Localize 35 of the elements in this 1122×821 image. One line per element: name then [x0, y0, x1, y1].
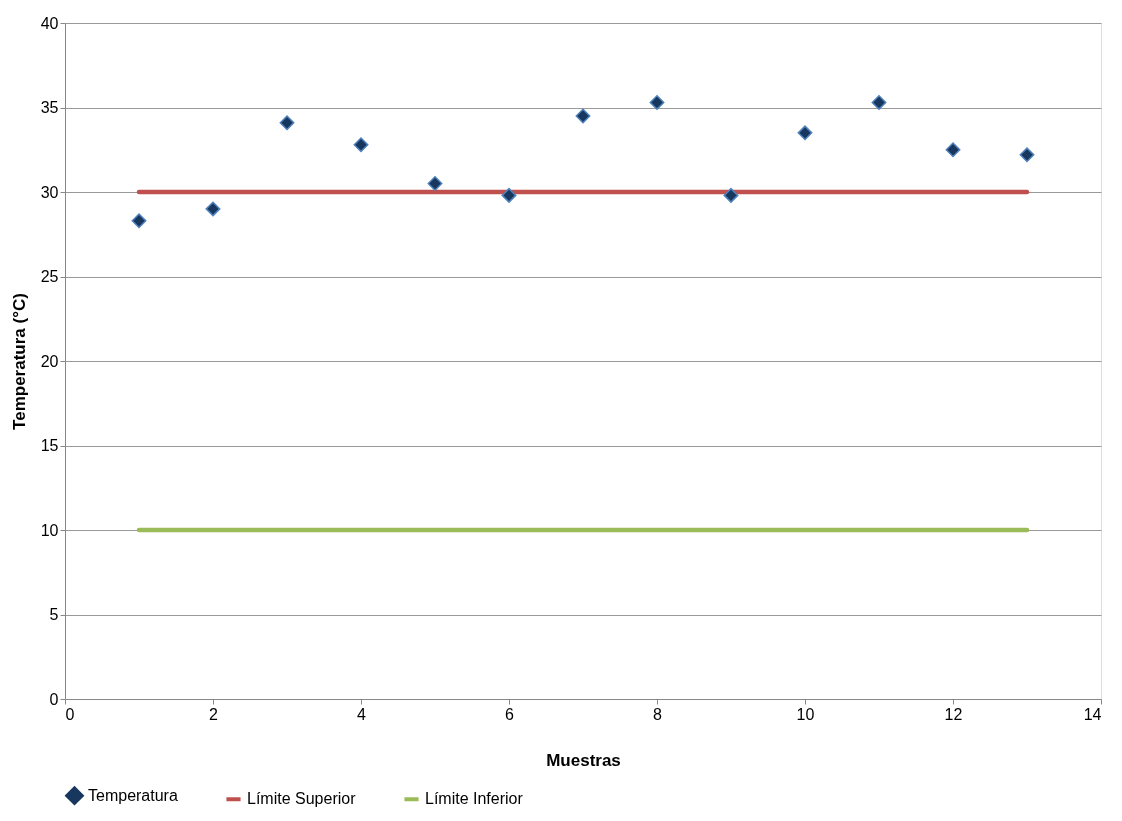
- x-tick-label: 10: [796, 705, 815, 723]
- y-tick-label: 25: [40, 268, 59, 285]
- x-tick-label: 4: [357, 705, 367, 723]
- legend-label: Temperatura: [88, 786, 178, 804]
- legend-label: Límite Inferior: [425, 790, 524, 808]
- x-axis-title: Muestras: [546, 750, 621, 770]
- point: [501, 187, 517, 203]
- point: [945, 142, 961, 158]
- x-tick-label: 2: [209, 705, 219, 723]
- y-tick-label: 15: [40, 437, 59, 454]
- y-axis-title: Temperatura (°C): [9, 293, 29, 430]
- y-tick-label: 35: [40, 99, 59, 116]
- point: [279, 115, 295, 131]
- x-tick-label: 6: [505, 705, 515, 723]
- x-tick-label: 0: [65, 705, 75, 723]
- point: [353, 137, 369, 153]
- y-tick-label: 30: [40, 183, 59, 201]
- x-tick-label: 12: [944, 705, 963, 723]
- point: [871, 94, 887, 110]
- legend-label: Límite Superior: [247, 790, 357, 808]
- point: [723, 187, 739, 203]
- y-tick-label: 20: [40, 352, 59, 370]
- point: [131, 213, 147, 229]
- y-tick-label: 40: [40, 14, 59, 32]
- point: [1019, 147, 1035, 163]
- x-tick-label: 8: [653, 705, 663, 723]
- point: [205, 201, 221, 217]
- y-tick-label: 10: [40, 521, 59, 539]
- x-tick-label: 14: [1083, 705, 1102, 723]
- y-tick-label: 0: [49, 690, 59, 708]
- point: [575, 108, 591, 124]
- point: [427, 176, 443, 192]
- point: [797, 125, 813, 141]
- point: [649, 94, 665, 110]
- y-tick-label: 5: [49, 606, 59, 623]
